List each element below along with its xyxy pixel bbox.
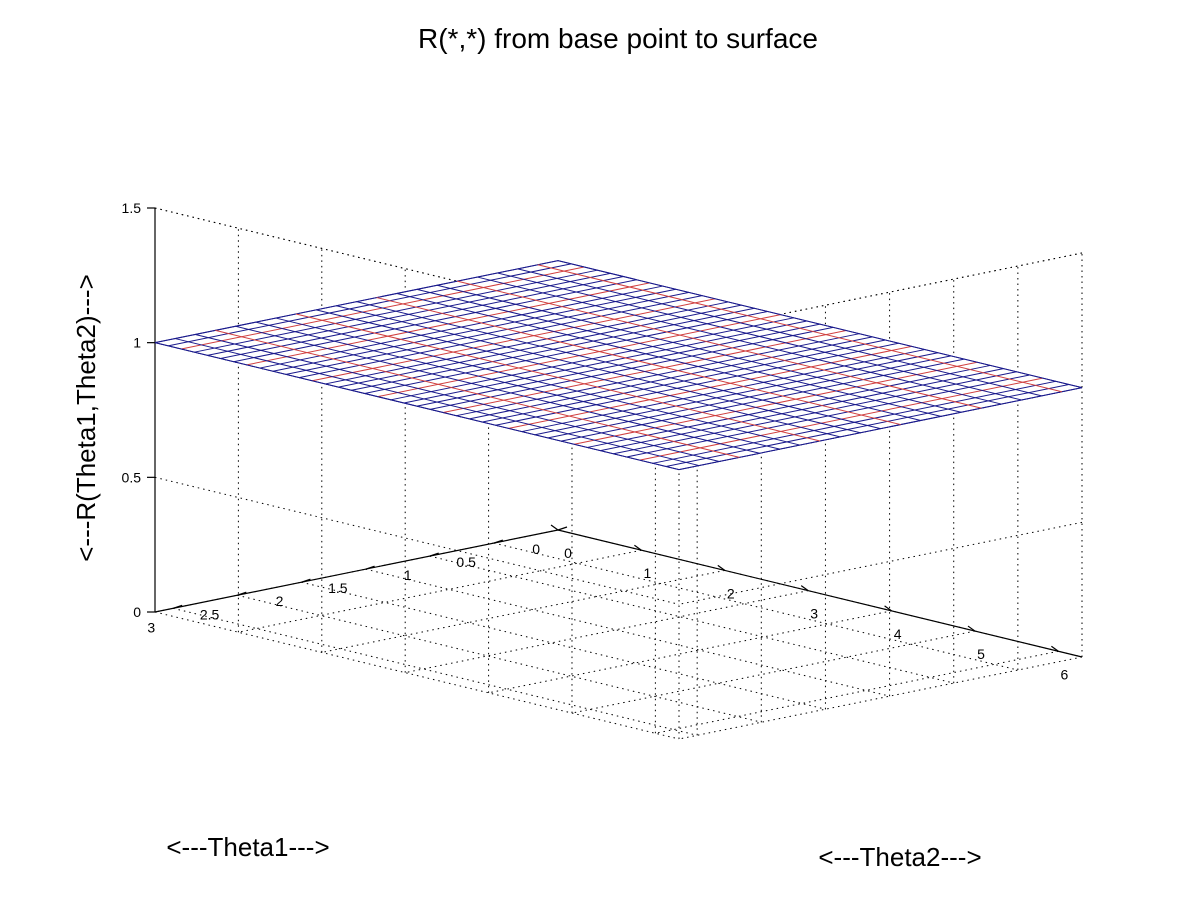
floor-grid-x bbox=[405, 590, 809, 674]
y-tick-label: 0.5 bbox=[456, 554, 476, 570]
surface-mesh-line-y bbox=[396, 292, 921, 421]
x-tick-label: 3 bbox=[810, 606, 818, 622]
surface-mesh-line-y bbox=[154, 342, 680, 471]
x-tick-mark bbox=[1051, 645, 1059, 652]
y-tick-label: 1.5 bbox=[328, 580, 348, 596]
surface-mesh-line-y bbox=[195, 333, 720, 462]
surface-mesh-line-y bbox=[175, 338, 700, 467]
wall-grid-z2 bbox=[678, 656, 1083, 740]
x-tick-mark bbox=[634, 544, 642, 551]
surface-mesh-line-y bbox=[557, 260, 1083, 389]
x-tick-label: 2 bbox=[727, 585, 735, 601]
floor-grid-y bbox=[301, 581, 826, 710]
x-tick-label: 4 bbox=[894, 626, 902, 642]
floor-grid-y bbox=[365, 568, 890, 697]
x-tick-mark bbox=[800, 585, 809, 592]
floor-grid-y bbox=[429, 555, 954, 684]
surface-mesh-line-y bbox=[336, 305, 861, 434]
surface-mesh-line-y bbox=[255, 321, 780, 450]
y-tick-mark bbox=[557, 526, 568, 531]
y-tick-label: 2 bbox=[276, 593, 284, 609]
floor-grid-x bbox=[571, 630, 976, 714]
surface-mesh-line-y bbox=[376, 297, 901, 426]
z-tick-label: 1.5 bbox=[122, 200, 142, 216]
floor-grid-y bbox=[493, 542, 1018, 671]
y-tick-mark bbox=[493, 539, 504, 544]
surface-mesh-line-y bbox=[356, 301, 881, 430]
y-tick-mark bbox=[365, 565, 375, 570]
x-axis-line bbox=[557, 529, 1083, 658]
surface-mesh-line-y bbox=[275, 317, 801, 446]
surface-mesh-line-y bbox=[537, 264, 1062, 393]
y-tick-mark bbox=[301, 578, 311, 583]
y-tick-mark bbox=[237, 591, 247, 596]
surface-mesh-line-y bbox=[517, 268, 1042, 397]
x-tick-label: 1 bbox=[643, 565, 651, 581]
z-tick-label: 0.5 bbox=[122, 469, 142, 485]
floor-grid-x bbox=[321, 569, 725, 653]
x-tick-mark bbox=[550, 524, 559, 531]
surface-mesh bbox=[154, 260, 1083, 471]
surface-mesh-line-y bbox=[416, 288, 942, 417]
z-axis-label: <---R(Theta1,Theta2)---> bbox=[71, 274, 101, 562]
surface-mesh-line-y bbox=[497, 272, 1022, 401]
x-tick-mark bbox=[884, 605, 892, 612]
x-tick-label: 0 bbox=[564, 545, 572, 561]
wall-grid-z bbox=[154, 611, 680, 740]
surface-mesh-line-y bbox=[457, 280, 982, 409]
y-tick-label: 0 bbox=[532, 541, 540, 557]
x-tick-label: 6 bbox=[1060, 666, 1068, 682]
x-tick-mark bbox=[967, 625, 976, 632]
surface-mesh-line-y bbox=[295, 313, 821, 442]
floor-grid-x bbox=[488, 610, 892, 694]
floor-grid-x bbox=[238, 549, 642, 633]
axes bbox=[147, 207, 1083, 658]
x-tick-label: 5 bbox=[977, 646, 985, 662]
surface-mesh-line-y bbox=[477, 276, 1002, 405]
z-tick-label: 0 bbox=[133, 604, 141, 620]
x-axis-label: <---Theta2---> bbox=[818, 842, 981, 872]
y-tick-label: 2.5 bbox=[200, 606, 220, 622]
wall-grid-z bbox=[154, 476, 680, 605]
z-tick-label: 1 bbox=[133, 335, 141, 351]
chart-title: R(*,*) from base point to surface bbox=[418, 23, 818, 54]
surface-mesh-line-y bbox=[215, 329, 740, 458]
surface-mesh-line-y bbox=[235, 325, 760, 454]
floor-grid-x bbox=[655, 650, 1059, 734]
y-tick-label: 1 bbox=[404, 567, 412, 583]
floor-grid-y bbox=[173, 607, 698, 736]
x-tick-mark bbox=[717, 564, 726, 571]
y-axis-label: <---Theta1---> bbox=[166, 832, 329, 862]
surface-mesh-line-y bbox=[436, 284, 962, 413]
y-tick-mark bbox=[172, 604, 183, 609]
y-tick-label: 3 bbox=[147, 619, 155, 635]
wall-grid-z2 bbox=[678, 521, 1083, 605]
surface-mesh-line-y bbox=[316, 309, 841, 438]
y-tick-mark bbox=[429, 552, 439, 557]
floor-grid-y bbox=[237, 594, 762, 723]
y-axis-line bbox=[154, 529, 559, 613]
box-edge bbox=[154, 207, 680, 336]
